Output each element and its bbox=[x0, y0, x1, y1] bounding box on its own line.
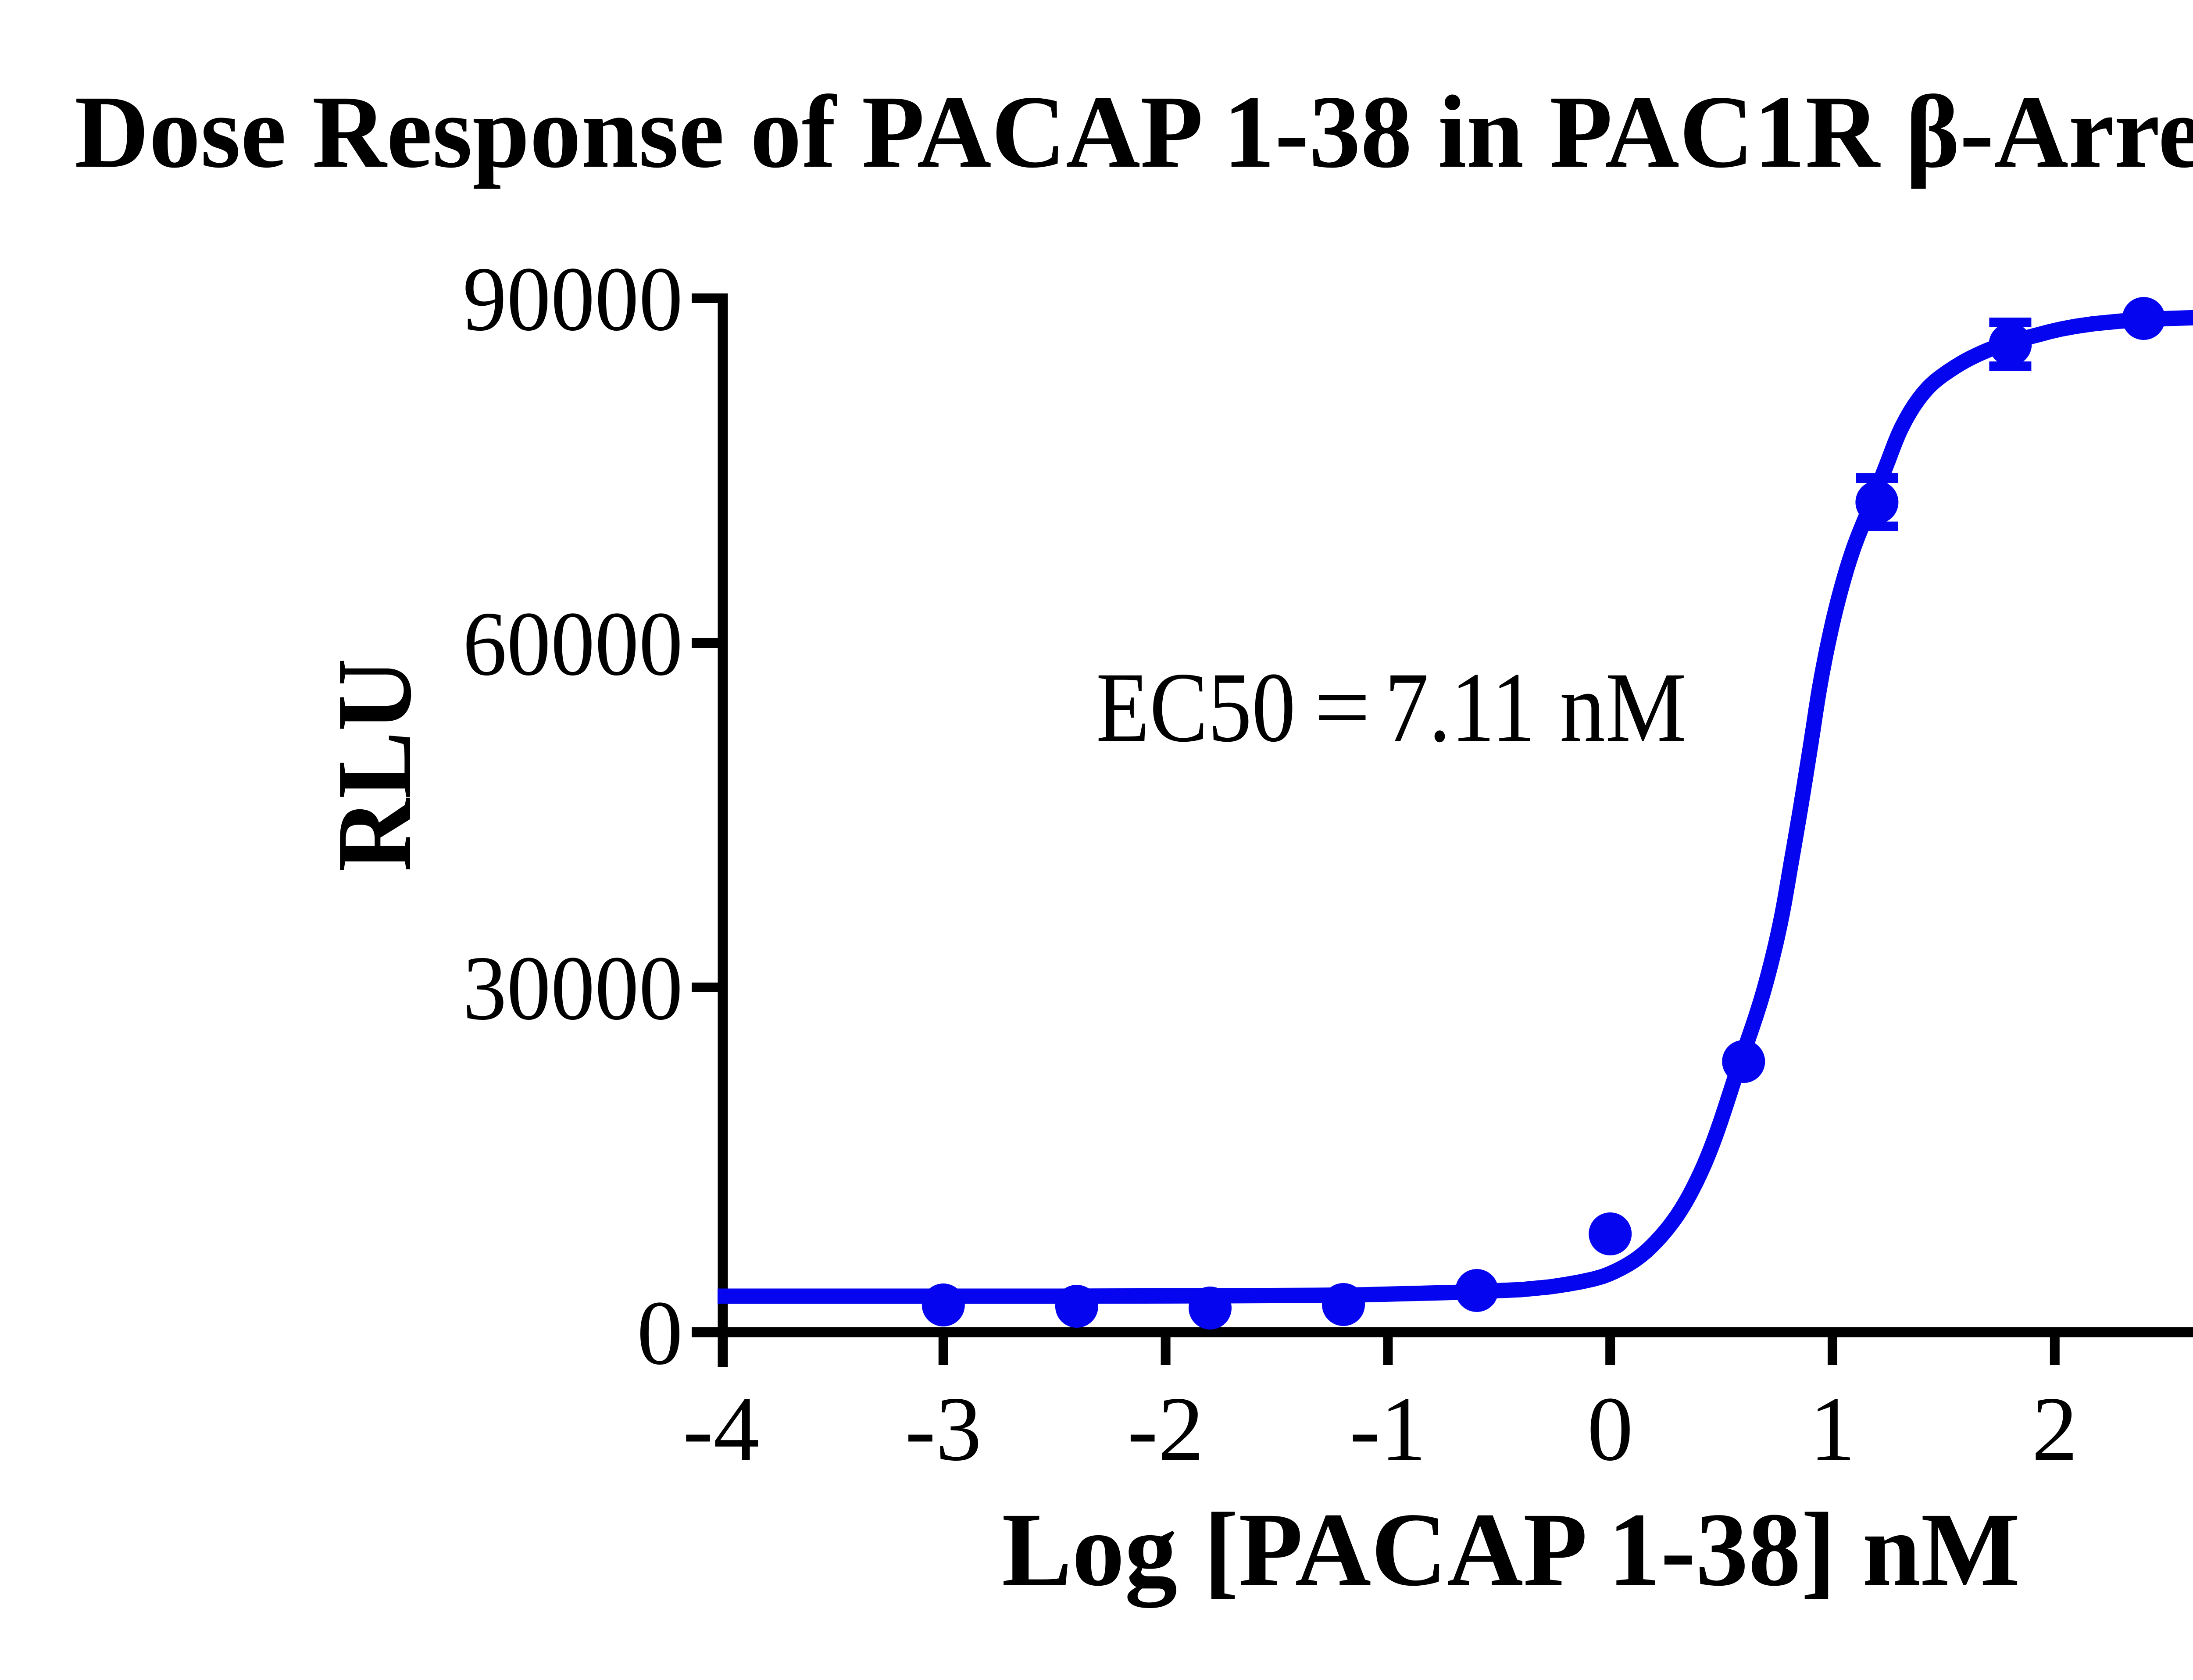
svg-text:RLU: RLU bbox=[315, 658, 433, 872]
svg-text:30000: 30000 bbox=[463, 937, 683, 1039]
svg-text:Dose Response of PACAP 1-38 in: Dose Response of PACAP 1-38 in PAC1R β-A… bbox=[75, 75, 2193, 189]
svg-text:-4: -4 bbox=[683, 1378, 760, 1480]
svg-text:2: 2 bbox=[2032, 1378, 2078, 1480]
svg-text:90000: 90000 bbox=[463, 248, 683, 350]
svg-text:Log [PACAP 1-38] nM: Log [PACAP 1-38] nM bbox=[1002, 1491, 2020, 1608]
svg-text:-1: -1 bbox=[1350, 1378, 1426, 1480]
svg-text:0: 0 bbox=[1587, 1378, 1633, 1480]
svg-text:1: 1 bbox=[1810, 1378, 1856, 1480]
svg-text:-3: -3 bbox=[905, 1378, 982, 1480]
svg-text:0: 0 bbox=[637, 1282, 683, 1384]
svg-text:60000: 60000 bbox=[463, 593, 683, 695]
svg-text:-2: -2 bbox=[1127, 1378, 1204, 1480]
